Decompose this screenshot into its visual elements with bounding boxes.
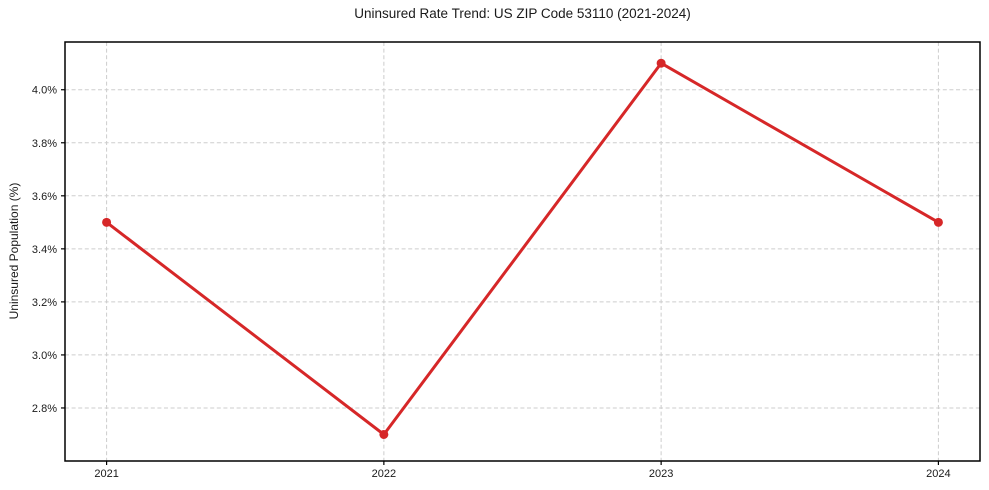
data-point-marker [656, 58, 666, 68]
y-tick-label: 3.2% [32, 297, 57, 309]
x-tick-label: 2024 [926, 468, 950, 480]
y-tick-label: 3.6% [32, 191, 57, 203]
data-point-marker [933, 217, 943, 227]
data-point-marker [102, 217, 112, 227]
y-tick-label: 3.4% [32, 244, 57, 256]
chart-title: Uninsured Rate Trend: US ZIP Code 53110 … [354, 6, 691, 21]
x-tick-label: 2022 [372, 468, 396, 480]
plot-border [64, 41, 981, 462]
trend-line [105, 61, 940, 436]
data-point-marker [379, 429, 389, 439]
y-tick-label: 2.8% [32, 403, 57, 415]
x-tick-label: 2023 [649, 468, 673, 480]
y-tick-label: 4.0% [32, 85, 57, 97]
x-tick-label: 2021 [94, 468, 118, 480]
y-tick-label: 3.8% [32, 138, 57, 150]
y-tick-label: 3.0% [32, 350, 57, 362]
